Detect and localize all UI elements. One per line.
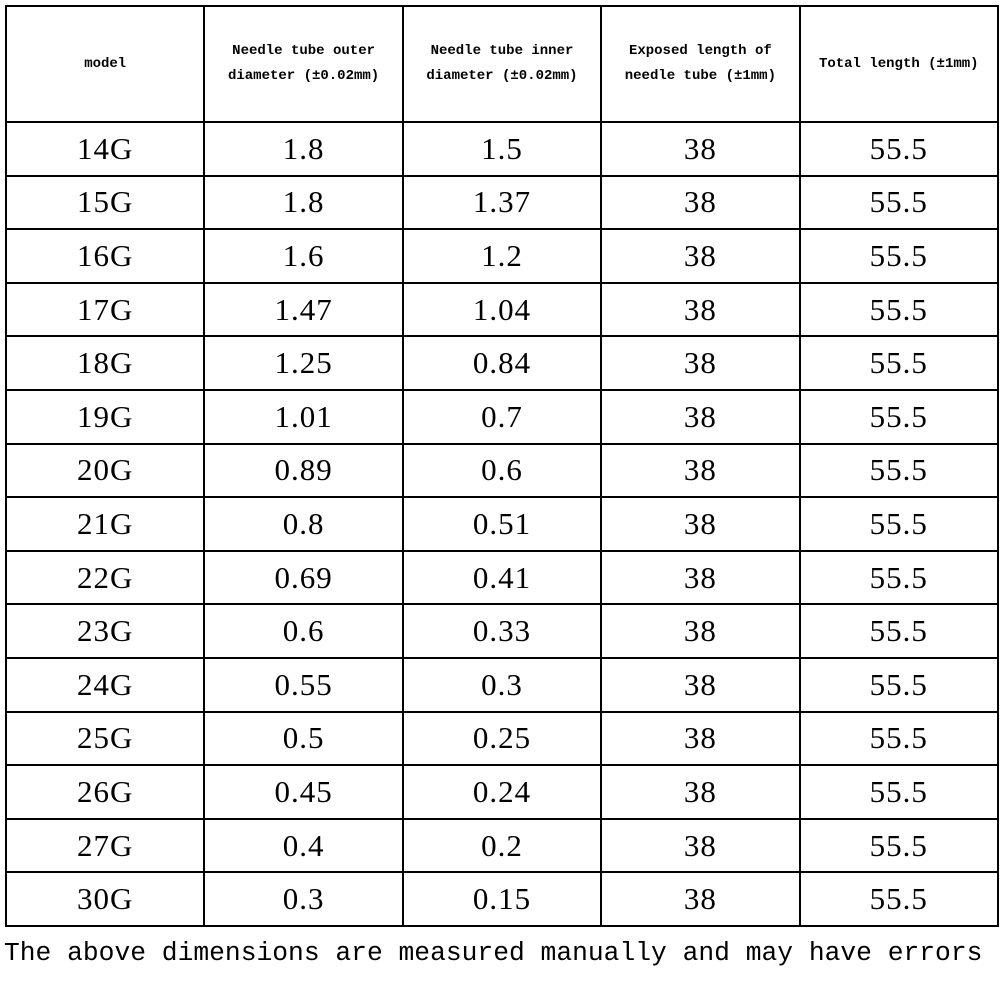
table-cell: 0.24 <box>401 764 603 820</box>
table-cell: 38 <box>600 442 801 499</box>
table-cell: 0.4 <box>203 817 404 874</box>
table-cell: 27G <box>4 817 206 874</box>
table-cell: 38 <box>600 549 801 606</box>
table-cell: 0.33 <box>401 603 603 659</box>
table-cell: 55.5 <box>798 228 999 284</box>
table-cell: 1.01 <box>203 388 404 445</box>
table-cell: 55.5 <box>798 174 999 231</box>
table-row: 23G 0.6 0.33 38 55.5 <box>4 603 999 659</box>
table-cell: 0.2 <box>401 817 603 874</box>
table-cell: 55.5 <box>798 710 999 767</box>
table-cell: 1.2 <box>401 228 603 284</box>
table-cell: 18G <box>4 335 206 391</box>
table-cell: 38 <box>600 817 801 874</box>
table-cell: 1.5 <box>401 121 603 177</box>
table-cell: 0.7 <box>401 388 603 445</box>
table-cell: 26G <box>4 764 206 820</box>
table-cell: 14G <box>4 121 206 177</box>
table-cell: 38 <box>600 228 801 284</box>
table-cell: 0.69 <box>203 549 404 606</box>
table-cell: 0.8 <box>203 496 404 552</box>
table-cell: 55.5 <box>798 388 999 445</box>
table-cell: 0.45 <box>203 764 404 820</box>
table-cell: 0.25 <box>401 710 603 767</box>
table-cell: 1.37 <box>401 174 603 231</box>
table-cell: 0.55 <box>203 656 404 713</box>
table-cell: 0.41 <box>401 549 603 606</box>
footnote: The above dimensions are measured manual… <box>4 938 983 968</box>
column-header: Exposed length of needle tube (±1mm) <box>600 5 801 123</box>
table-cell: 16G <box>4 228 206 284</box>
header-row: model Needle tube outer diameter (±0.02mm… <box>4 5 999 123</box>
table-cell: 55.5 <box>798 764 999 820</box>
table-cell: 0.15 <box>401 871 603 927</box>
table-row: 15G 1.8 1.37 38 55.5 <box>4 174 999 231</box>
table-cell: 38 <box>600 121 801 177</box>
table-cell: 23G <box>4 603 206 659</box>
table-cell: 38 <box>600 603 801 659</box>
table-row: 25G 0.5 0.25 38 55.5 <box>4 710 999 767</box>
table-cell: 25G <box>4 710 206 767</box>
table-cell: 24G <box>4 656 206 713</box>
table-cell: 1.04 <box>401 281 603 338</box>
table-row: 24G 0.55 0.3 38 55.5 <box>4 656 999 713</box>
table-cell: 38 <box>600 174 801 231</box>
table-row: 21G 0.8 0.51 38 55.5 <box>4 496 999 552</box>
table-cell: 55.5 <box>798 656 999 713</box>
table-cell: 21G <box>4 496 206 552</box>
column-header: Total length (±1mm) <box>798 5 999 123</box>
table-cell: 0.3 <box>401 656 603 713</box>
table-cell: 1.8 <box>203 174 404 231</box>
table-cell: 55.5 <box>798 335 999 391</box>
table-cell: 55.5 <box>798 281 999 338</box>
table-cell: 38 <box>600 764 801 820</box>
table-row: 16G 1.6 1.2 38 55.5 <box>4 228 999 284</box>
table-cell: 55.5 <box>798 871 999 927</box>
table-cell: 15G <box>4 174 206 231</box>
table-row: 22G 0.69 0.41 38 55.5 <box>4 549 999 606</box>
table-cell: 0.3 <box>203 871 404 927</box>
table-row: 20G 0.89 0.6 38 55.5 <box>4 442 999 499</box>
table-cell: 20G <box>4 442 206 499</box>
table-cell: 55.5 <box>798 442 999 499</box>
table-row: 27G 0.4 0.2 38 55.5 <box>4 817 999 874</box>
table-cell: 38 <box>600 871 801 927</box>
table-cell: 0.6 <box>203 603 404 659</box>
table-cell: 38 <box>600 496 801 552</box>
table-cell: 55.5 <box>798 549 999 606</box>
table-row: 18G 1.25 0.84 38 55.5 <box>4 335 999 391</box>
table-cell: 17G <box>4 281 206 338</box>
column-header: model <box>4 5 206 123</box>
table-row: 14G 1.8 1.5 38 55.5 <box>4 121 999 177</box>
table-cell: 38 <box>600 656 801 713</box>
table-cell: 55.5 <box>798 121 999 177</box>
table-cell: 1.8 <box>203 121 404 177</box>
spec-table: model Needle tube outer diameter (±0.02mm… <box>4 5 999 927</box>
table-cell: 55.5 <box>798 496 999 552</box>
column-header: Needle tube inner diameter (±0.02mm) <box>401 5 603 123</box>
table-cell: 1.25 <box>203 335 404 391</box>
table-cell: 1.47 <box>203 281 404 338</box>
table-cell: 38 <box>600 335 801 391</box>
table-row: 30G 0.3 0.15 38 55.5 <box>4 871 999 927</box>
table-row: 19G 1.01 0.7 38 55.5 <box>4 388 999 445</box>
table-cell: 30G <box>4 871 206 927</box>
table-cell: 0.6 <box>401 442 603 499</box>
table-cell: 1.6 <box>203 228 404 284</box>
table-cell: 0.5 <box>203 710 404 767</box>
table-row: 26G 0.45 0.24 38 55.5 <box>4 764 999 820</box>
table-cell: 19G <box>4 388 206 445</box>
table-cell: 22G <box>4 549 206 606</box>
table-cell: 38 <box>600 281 801 338</box>
table-cell: 0.89 <box>203 442 404 499</box>
table-cell: 38 <box>600 388 801 445</box>
table-cell: 0.84 <box>401 335 603 391</box>
column-header: Needle tube outer diameter (±0.02mm) <box>203 5 404 123</box>
table-cell: 0.51 <box>401 496 603 552</box>
table-cell: 55.5 <box>798 817 999 874</box>
table-row: 17G 1.47 1.04 38 55.5 <box>4 281 999 338</box>
table-cell: 38 <box>600 710 801 767</box>
table-cell: 55.5 <box>798 603 999 659</box>
